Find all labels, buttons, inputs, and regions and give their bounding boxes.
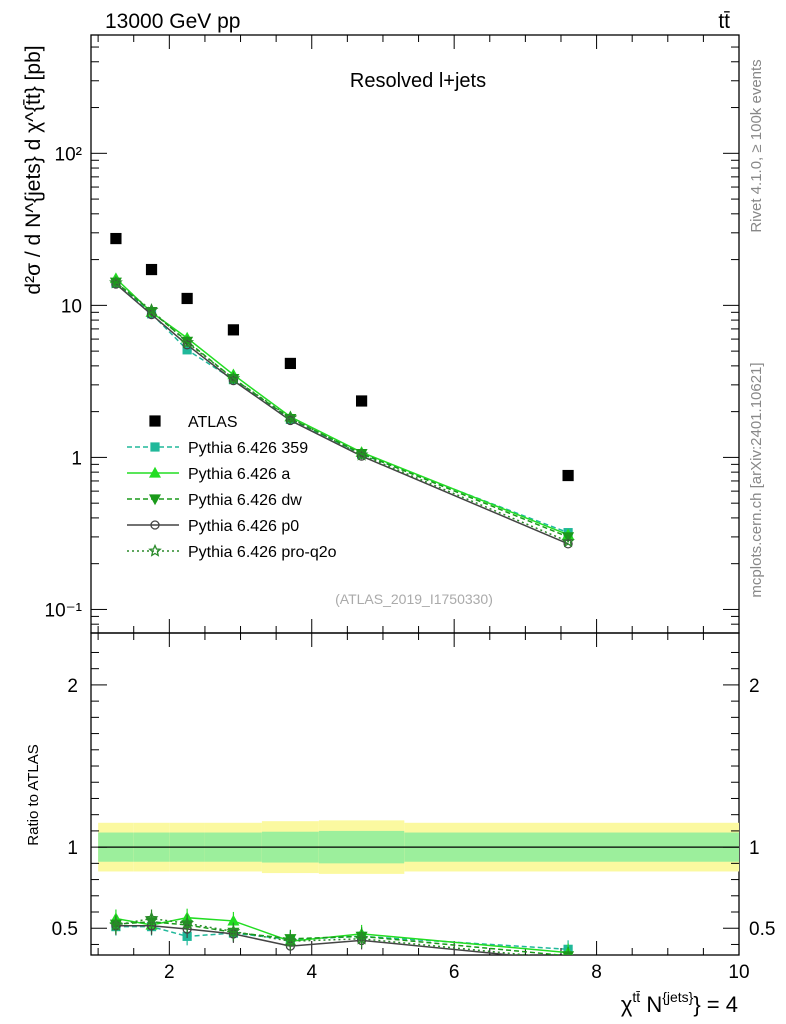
plot-title: Resolved l+jets — [350, 70, 486, 92]
main-series-line — [115, 282, 569, 534]
main-series-point — [109, 275, 123, 289]
legend: ATLAS Pythia 6.426 359 Pythia 6.426 a Pythi… — [127, 414, 337, 561]
ratio-series-point — [144, 911, 159, 925]
main-series-point — [144, 303, 159, 316]
legend-label-atlas: ATLAS — [188, 414, 238, 431]
main-series-point — [354, 447, 369, 461]
ratio-y-tick-label-right: 1 — [749, 838, 760, 859]
ratio-y-tick-label: 2 — [67, 676, 78, 697]
rivet-version-label: Rivet 4.1.0, ≥ 100k events — [748, 59, 765, 232]
main-series-line — [115, 278, 569, 536]
atlas-data-point — [227, 324, 240, 336]
x-tick-label: 2 — [164, 962, 175, 983]
atlas-data-point — [181, 292, 193, 305]
legend-label: Pythia 6.426 359 — [188, 440, 308, 457]
legend-label: Pythia 6.426 dw — [188, 492, 302, 509]
main-y-tick-label: 10⁻¹ — [45, 600, 83, 621]
x-tick-label: 4 — [306, 962, 317, 983]
main-y-tick-label: 1 — [71, 448, 82, 469]
atlas-data-point — [110, 232, 122, 245]
ratio-series-point — [354, 931, 369, 945]
x-tick-label: 10 — [728, 962, 749, 983]
ratio-series-point — [109, 917, 123, 931]
ratio-y-tick-label-right: 2 — [749, 676, 760, 697]
main-series-line — [115, 281, 569, 538]
main-series-point — [561, 534, 575, 548]
atlas-data-point — [562, 469, 574, 482]
legend-label: Pythia 6.426 p0 — [188, 518, 299, 535]
legend-marker — [148, 543, 162, 557]
ratio-y-axis-label: Ratio to ATLAS — [25, 744, 42, 845]
ratio-series-group — [109, 908, 575, 965]
main-series-point — [563, 539, 573, 549]
ratio-y-tick-label-right: 0.5 — [749, 919, 775, 940]
legend-marker-atlas — [149, 415, 161, 427]
ratio-plot-frame — [90, 632, 740, 956]
x-axis-label: χtt̄ N{jets}} = 4 — [621, 989, 738, 1017]
mcplots-source-label: mcplots.cern.ch [arXiv:2401.10621] — [748, 362, 765, 597]
main-series-point — [226, 371, 241, 385]
main-series-point — [180, 335, 195, 349]
main-series-line — [115, 282, 569, 543]
legend-marker — [150, 520, 160, 530]
atlas-data-point — [355, 395, 368, 407]
legend-marker — [148, 466, 162, 478]
ratio-series-point — [564, 957, 572, 965]
ratio-y-tick-label: 1 — [67, 838, 78, 859]
x-tick-label: 8 — [591, 962, 602, 983]
legend-label: Pythia 6.426 pro-q2o — [188, 544, 337, 561]
main-series-point — [111, 279, 121, 289]
main-y-axis-label: d²σ / d N^{jets} d χ^{t̄t} [pb] — [22, 45, 45, 294]
analysis-watermark: (ATLAS_2019_I1750330) — [335, 591, 493, 607]
ratio-series-point — [180, 916, 195, 930]
legend-marker — [148, 494, 162, 506]
ratio-series-point — [283, 934, 298, 948]
ratio-y-tick-label: 0.5 — [52, 919, 78, 940]
energy-label: 13000 GeV pp — [105, 10, 240, 33]
ratio-series-point — [226, 924, 241, 938]
x-tick-label: 6 — [449, 962, 460, 983]
main-y-tick-label: 10² — [55, 144, 82, 165]
legend-marker — [150, 442, 160, 452]
atlas-data-point — [145, 263, 158, 276]
legend-label: Pythia 6.426 a — [188, 466, 290, 483]
main-series-line — [115, 283, 569, 545]
main-y-tick-label: 10 — [61, 296, 82, 317]
atlas-data-point — [284, 357, 296, 370]
main-series-point — [283, 410, 298, 424]
main-series-point — [182, 340, 192, 350]
process-label: tt̄ — [718, 10, 730, 33]
